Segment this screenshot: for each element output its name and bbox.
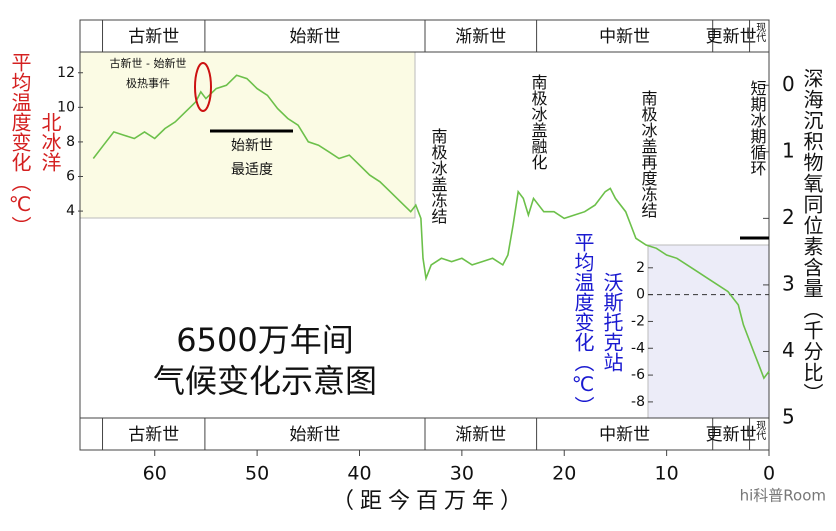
inset-tick-label: 2	[636, 260, 645, 276]
y-tick-label: 5	[782, 405, 795, 429]
inset-tick-label: 8	[66, 134, 75, 150]
inset-tick-label: -4	[631, 340, 645, 356]
inset-tick-label: 12	[57, 65, 75, 81]
y-tick-label: 3	[782, 271, 795, 295]
x-tick-label: 30	[450, 463, 474, 485]
annotation: 南极冰盖再度冻结	[639, 90, 658, 218]
x-tick-label: 0	[763, 463, 775, 485]
annotation: 古新世 - 始新世	[110, 56, 187, 70]
y-tick-label: 4	[782, 338, 795, 362]
highlight	[194, 62, 212, 112]
x-tick-label: 40	[347, 463, 371, 485]
annotation: 短期冰期循环	[748, 80, 767, 176]
inset-station: 沃斯托克站	[600, 272, 624, 372]
annotation: 南极冰盖融化	[529, 74, 548, 170]
epoch-label: 更新世	[706, 27, 757, 47]
inset-tick-label: -6	[631, 367, 645, 383]
chart-title: 气候变化示意图	[153, 362, 377, 400]
epoch-label: 中新世	[599, 425, 650, 445]
inset-tick-label: -2	[631, 313, 645, 329]
epoch-label: 更新世	[706, 425, 757, 445]
annotation: 最适度	[231, 162, 273, 178]
x-tick-label: 20	[552, 463, 576, 485]
epoch-label: 始新世	[289, 27, 340, 47]
inset-tick-label: -8	[631, 394, 645, 410]
annotation: 南极冰盖冻结	[429, 128, 448, 224]
annotation: 极热事件	[126, 76, 170, 90]
y-axis-label: 深海沉积物氧同位素含量（千分比）	[800, 68, 824, 404]
inset-tick-label: 10	[57, 99, 75, 115]
inset-tick-label: 6	[66, 169, 75, 185]
y-tick-label: 2	[782, 205, 795, 229]
inset-station: 北冰洋	[38, 112, 62, 172]
inset-y-label: 平均温度变化（℃）	[571, 232, 595, 416]
y-tick-label: 0	[782, 72, 795, 96]
epoch-label: 现代	[754, 420, 766, 441]
x-tick-label: 60	[143, 463, 167, 485]
inset-y-label: 平均温度变化（℃）	[8, 52, 32, 236]
climate-curve	[92, 74, 770, 380]
x-axis-label: （距今百万年）	[332, 489, 528, 514]
epoch-label: 古新世	[128, 425, 179, 445]
epoch-label: 渐新世	[455, 425, 506, 445]
chart-title: 6500万年间	[176, 321, 353, 359]
watermark: hi科普Room	[740, 487, 826, 505]
epoch-label: 始新世	[289, 425, 340, 445]
epoch-label: 渐新世	[455, 27, 506, 47]
inset-tick-label: 4	[66, 203, 75, 219]
epoch-label: 古新世	[128, 27, 179, 47]
inset-tick-label: 0	[636, 287, 645, 303]
y-tick-label: 1	[782, 138, 795, 162]
annotation: 始新世	[231, 138, 273, 154]
x-tick-label: 10	[655, 463, 679, 485]
x-tick-label: 50	[245, 463, 269, 485]
vostok-inset	[647, 244, 770, 419]
epoch-label: 中新世	[599, 27, 650, 47]
epoch-label: 现代	[754, 22, 766, 43]
